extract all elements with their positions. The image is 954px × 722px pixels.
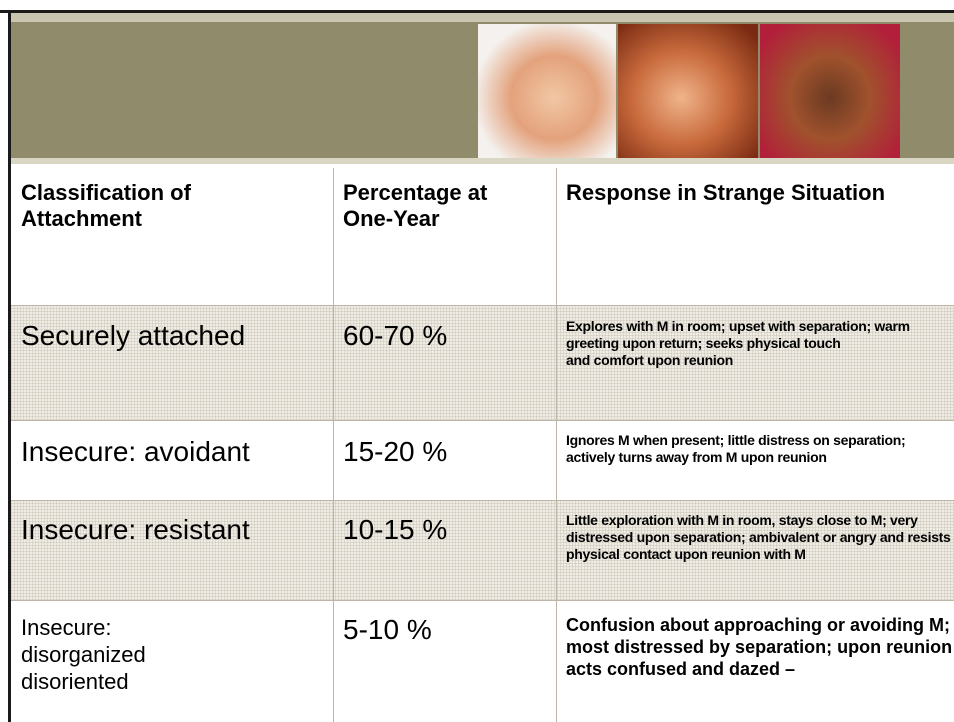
slide: {"table": { "header": ["Classification o… xyxy=(0,0,954,722)
percentage: 10-15 % xyxy=(333,506,556,554)
response: Little exploration with M in room, stays… xyxy=(556,504,954,571)
classification: Insecure: avoidant xyxy=(11,428,333,476)
classification: Insecure: disorganized disoriented xyxy=(11,606,333,703)
header-cell: Classification of Attachment xyxy=(11,172,333,240)
header-cell: Response in Strange Situation xyxy=(556,172,954,214)
row-rule xyxy=(11,600,954,601)
response: Confusion about approaching or avoiding … xyxy=(556,606,954,688)
photo-hands xyxy=(618,24,758,158)
classification: Insecure: resistant xyxy=(11,506,333,554)
photo-hands xyxy=(760,24,900,158)
row-rule xyxy=(11,420,954,421)
banner xyxy=(900,24,954,158)
classification: Securely attached xyxy=(11,312,333,360)
row-rule xyxy=(11,305,954,306)
percentage: 15-20 % xyxy=(333,428,556,476)
percentage: 5-10 % xyxy=(333,606,556,654)
banner-stripe xyxy=(11,13,954,22)
banner-stripe xyxy=(11,158,954,164)
photo-hands xyxy=(478,24,616,158)
header-cell: Percentage at One-Year xyxy=(333,172,556,240)
percentage: 60-70 % xyxy=(333,312,556,360)
row-rule xyxy=(11,500,954,501)
response: Ignores M when present; little distress … xyxy=(556,424,936,474)
response: Explores with M in room; upset with sepa… xyxy=(556,310,954,377)
